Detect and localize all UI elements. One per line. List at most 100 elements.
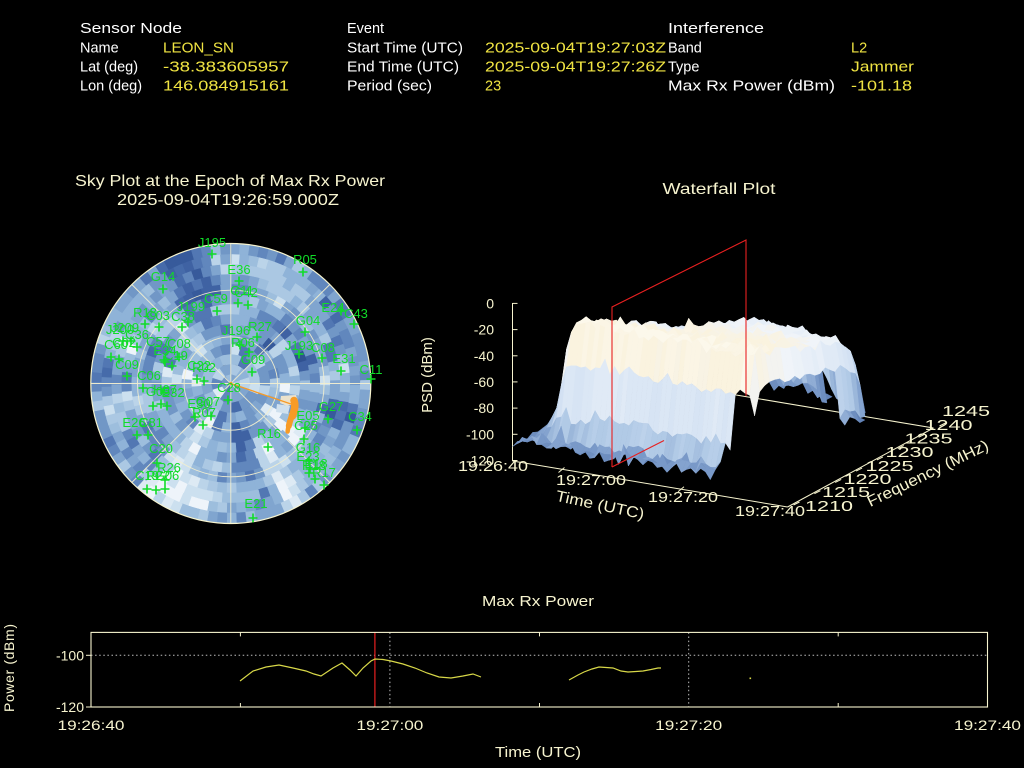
svg-text:Max Rx Power (dBm): Max Rx Power (dBm) xyxy=(668,79,835,95)
svg-text:E31: E31 xyxy=(332,351,355,366)
svg-text:J209: J209 xyxy=(111,320,139,335)
svg-text:R27: R27 xyxy=(248,319,272,334)
svg-text:G05: G05 xyxy=(146,384,171,399)
svg-text:146.084915161: 146.084915161 xyxy=(163,79,289,95)
svg-text:C06: C06 xyxy=(137,368,161,383)
svg-text:1230: 1230 xyxy=(886,444,934,461)
svg-text:Waterfall Plot: Waterfall Plot xyxy=(663,181,777,198)
svg-text:E23: E23 xyxy=(296,449,319,464)
svg-text:J193: J193 xyxy=(285,338,313,353)
svg-text:E30: E30 xyxy=(187,396,210,411)
svg-text:1210: 1210 xyxy=(805,498,853,515)
svg-text:J196: J196 xyxy=(222,323,250,338)
svg-text:C02: C02 xyxy=(112,335,136,350)
svg-text:-38.383605957: -38.383605957 xyxy=(163,60,289,76)
svg-text:19:27:20: 19:27:20 xyxy=(655,717,722,733)
svg-text:Lat (deg): Lat (deg) xyxy=(80,60,138,76)
svg-text:R05: R05 xyxy=(293,252,317,267)
svg-text:R16: R16 xyxy=(257,426,281,441)
svg-text:1245: 1245 xyxy=(942,403,990,420)
svg-text:E34: E34 xyxy=(153,343,176,358)
svg-text:-100: -100 xyxy=(466,426,494,442)
svg-text:LEON_SN: LEON_SN xyxy=(163,41,234,57)
svg-text:1235: 1235 xyxy=(905,431,953,448)
svg-text:Sensor Node: Sensor Node xyxy=(80,21,182,37)
svg-text:2025-09-04T19:27:03Z: 2025-09-04T19:27:03Z xyxy=(485,41,666,57)
svg-text:19:27:00: 19:27:00 xyxy=(556,473,626,489)
svg-text:G09: G09 xyxy=(241,352,266,367)
svg-text:E21: E21 xyxy=(244,496,267,511)
svg-text:H07: H07 xyxy=(153,382,177,397)
svg-text:Max Rx Power: Max Rx Power xyxy=(482,593,594,610)
svg-text:Lon (deg): Lon (deg) xyxy=(80,79,142,95)
svg-text:G04: G04 xyxy=(296,313,321,328)
svg-text:-40: -40 xyxy=(474,348,494,364)
svg-text:1220: 1220 xyxy=(844,471,892,488)
svg-text:1225: 1225 xyxy=(866,458,914,475)
svg-text:J199: J199 xyxy=(177,299,205,314)
svg-text:J200: J200 xyxy=(106,322,134,337)
svg-text:C42: C42 xyxy=(234,285,258,300)
svg-text:19:27:00: 19:27:00 xyxy=(356,717,423,733)
svg-text:-60: -60 xyxy=(474,374,494,390)
svg-text:C57: C57 xyxy=(146,334,170,349)
svg-text:Start Time (UTC): Start Time (UTC) xyxy=(347,41,463,57)
svg-text:C19: C19 xyxy=(164,348,188,363)
svg-text:-101.18: -101.18 xyxy=(851,79,912,95)
svg-text:End Time (UTC): End Time (UTC) xyxy=(347,60,459,76)
svg-text:19:26:40: 19:26:40 xyxy=(458,459,528,475)
svg-text:C38: C38 xyxy=(171,309,195,324)
svg-text:C11: C11 xyxy=(360,362,383,377)
svg-text:Band: Band xyxy=(668,41,702,57)
svg-text:Time (UTC): Time (UTC) xyxy=(554,488,646,523)
svg-text:1240: 1240 xyxy=(925,417,973,434)
svg-text:PSD (dBm): PSD (dBm) xyxy=(419,337,436,413)
svg-text:Jammer: Jammer xyxy=(851,60,914,76)
svg-text:-120: -120 xyxy=(466,452,494,468)
svg-text:19:27:40: 19:27:40 xyxy=(735,504,805,520)
svg-text:C09: C09 xyxy=(115,357,139,372)
svg-text:2025-09-04T19:26:59.000Z: 2025-09-04T19:26:59.000Z xyxy=(117,192,339,209)
svg-text:-100: -100 xyxy=(56,647,84,663)
svg-text:R18: R18 xyxy=(133,305,157,320)
svg-text:Sky Plot at the Epoch of Max R: Sky Plot at the Epoch of Max Rx Power xyxy=(75,173,386,190)
svg-text:R02: R02 xyxy=(192,360,216,375)
svg-text:C28: C28 xyxy=(217,380,241,395)
svg-text:G11: G11 xyxy=(230,283,254,298)
svg-text:J195: J195 xyxy=(198,235,226,250)
svg-text:G14: G14 xyxy=(151,269,176,284)
svg-text:R06: R06 xyxy=(231,335,255,350)
svg-text:C25: C25 xyxy=(294,418,318,433)
svg-text:R26: R26 xyxy=(157,460,181,475)
svg-text:Power (dBm): Power (dBm) xyxy=(1,624,17,712)
svg-text:C03: C03 xyxy=(146,308,170,323)
svg-text:Period (sec): Period (sec) xyxy=(347,79,432,95)
svg-text:Time (UTC): Time (UTC) xyxy=(495,744,581,761)
svg-text:2025-09-04T19:27:26Z: 2025-09-04T19:27:26Z xyxy=(485,60,666,76)
svg-text:G16: G16 xyxy=(296,440,321,455)
svg-text:-120: -120 xyxy=(56,699,84,715)
svg-text:R17: R17 xyxy=(312,465,336,480)
svg-text:C34: C34 xyxy=(348,409,372,424)
svg-text:19:26:40: 19:26:40 xyxy=(58,717,125,733)
svg-text:23: 23 xyxy=(485,79,501,95)
svg-text:19:27:40: 19:27:40 xyxy=(954,717,1021,733)
svg-text:G07: G07 xyxy=(196,394,221,409)
svg-text:-80: -80 xyxy=(474,400,494,416)
svg-text:E36: E36 xyxy=(227,262,250,277)
svg-text:E26: E26 xyxy=(122,415,145,430)
svg-text:C08: C08 xyxy=(311,340,335,355)
svg-text:C43: C43 xyxy=(344,306,368,321)
svg-text:C81: C81 xyxy=(139,415,163,430)
svg-text:C22: C22 xyxy=(187,358,211,373)
svg-text:C19: C19 xyxy=(135,468,159,483)
svg-text:-20: -20 xyxy=(474,322,494,338)
svg-text:19:27:20: 19:27:20 xyxy=(648,490,718,506)
svg-text:G27: G27 xyxy=(319,399,344,414)
svg-text:C20: C20 xyxy=(149,441,173,456)
svg-text:Name: Name xyxy=(80,41,119,57)
svg-text:Type: Type xyxy=(668,60,699,76)
svg-text:Interference: Interference xyxy=(668,21,764,37)
svg-text:C59: C59 xyxy=(204,291,228,306)
svg-text:0: 0 xyxy=(486,295,494,311)
